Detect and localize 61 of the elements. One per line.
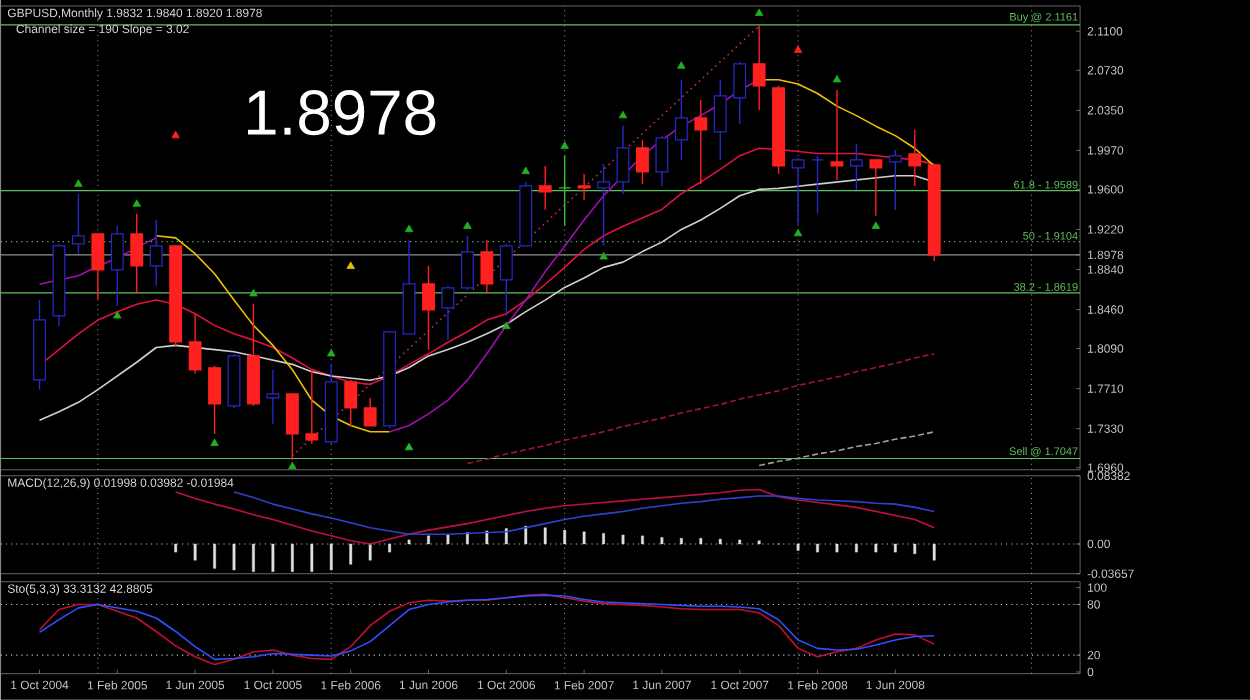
candlestick xyxy=(752,25,766,111)
point xyxy=(132,199,141,207)
point xyxy=(288,461,297,470)
candlestick xyxy=(247,303,260,407)
candlestick xyxy=(285,393,299,461)
point xyxy=(618,110,628,119)
annotation: 1.8978 xyxy=(248,90,436,136)
candlestick xyxy=(694,99,708,185)
point xyxy=(599,252,608,260)
candlestick xyxy=(733,61,747,125)
point xyxy=(502,321,511,330)
point xyxy=(677,61,686,69)
point xyxy=(74,179,83,187)
candlestick xyxy=(655,135,669,187)
candlestick xyxy=(266,369,280,425)
point xyxy=(171,131,180,139)
candlestick xyxy=(674,79,688,161)
point xyxy=(463,221,472,230)
candlestick xyxy=(869,159,883,217)
point xyxy=(210,438,219,447)
candlestick xyxy=(849,143,863,191)
point xyxy=(871,221,881,230)
candlestick xyxy=(499,243,513,317)
candlestick xyxy=(616,125,630,195)
point xyxy=(327,349,336,357)
point xyxy=(404,224,414,233)
candlestick xyxy=(188,313,202,375)
candlestick xyxy=(577,173,591,201)
point xyxy=(793,229,803,237)
point xyxy=(249,289,258,297)
point xyxy=(754,8,764,17)
candlestick xyxy=(130,213,144,295)
candlestick xyxy=(811,155,824,215)
point xyxy=(560,141,569,149)
candlestick xyxy=(110,225,124,307)
candlestick xyxy=(91,233,105,301)
candlestick xyxy=(363,397,377,427)
candlestick xyxy=(791,157,805,225)
candlestick xyxy=(908,129,922,187)
candlestick xyxy=(636,139,649,185)
candlestick xyxy=(538,165,552,211)
candlestick xyxy=(558,155,572,227)
point xyxy=(832,75,842,83)
point xyxy=(346,261,355,270)
point xyxy=(113,311,122,319)
candlestick xyxy=(830,89,844,181)
candlestick xyxy=(480,239,494,295)
candlestick xyxy=(149,219,163,287)
candlestick xyxy=(208,365,221,435)
candlestick xyxy=(888,149,902,211)
candlestick xyxy=(305,369,319,445)
point xyxy=(793,45,803,54)
candlestick xyxy=(597,163,610,247)
candlestick xyxy=(713,79,727,161)
point xyxy=(404,442,414,451)
point xyxy=(521,166,530,175)
candlestick xyxy=(441,285,455,341)
candlestick xyxy=(71,193,85,255)
candlestick xyxy=(344,379,358,427)
candlestick xyxy=(422,265,435,351)
candlestick xyxy=(460,235,474,291)
